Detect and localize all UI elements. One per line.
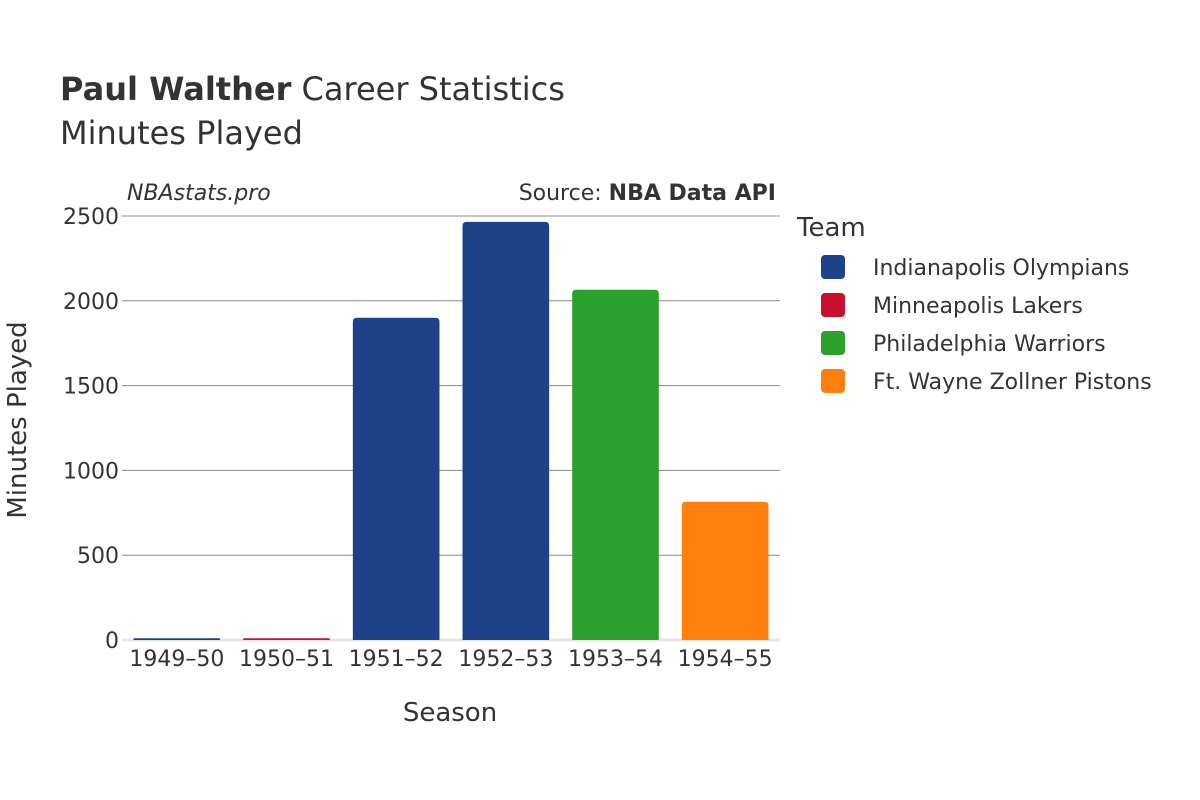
source-name: NBA Data API	[609, 181, 776, 206]
legend-label[interactable]: Ft. Wayne Zollner Pistons	[873, 370, 1152, 395]
legend: Team Indianapolis Olympians Minneapolis L…	[796, 213, 1152, 395]
x-axis-title: Season	[403, 698, 497, 728]
legend-title: Team	[796, 213, 866, 243]
x-axis-ticks: 1949–50 1950–51 1951–52 1952–53 1953–54 1954–…	[129, 647, 772, 672]
legend-label[interactable]: Philadelphia Warriors	[873, 332, 1106, 357]
legend-swatch[interactable]	[821, 369, 845, 393]
x-tick-label: 1951–52	[349, 647, 444, 672]
x-tick-label: 1949–50	[129, 647, 224, 672]
brand-watermark: NBAstats.pro	[127, 181, 271, 206]
x-tick-label: 1954–55	[678, 647, 773, 672]
source-credit: Source: NBA Data API	[519, 181, 776, 206]
y-tick-label: 0	[105, 629, 119, 654]
y-tick-label: 1000	[63, 459, 119, 484]
bar-1950–51[interactable]	[243, 638, 330, 640]
player-name: Paul Walther	[60, 70, 292, 108]
source-prefix: Source:	[519, 181, 609, 206]
bar-1952–53[interactable]	[462, 221, 550, 640]
gridlines	[122, 215, 780, 642]
bar-1949–50[interactable]	[133, 638, 221, 640]
y-tick-label: 500	[77, 544, 119, 569]
y-axis-ticks: 0 500 1000 1500 2000 2500	[63, 205, 119, 654]
chart-subtitle: Minutes Played	[60, 114, 303, 152]
title-rest: Career Statistics	[291, 70, 565, 108]
x-tick-label: 1952–53	[458, 647, 553, 672]
y-tick-label: 2000	[63, 290, 119, 315]
bar-1954–55[interactable]	[681, 501, 769, 640]
legend-label[interactable]: Indianapolis Olympians	[873, 256, 1129, 281]
legend-swatch[interactable]	[821, 255, 845, 279]
y-axis-title: Minutes Played	[3, 321, 33, 518]
legend-swatch[interactable]	[821, 331, 845, 355]
bar-1953–54[interactable]	[572, 289, 659, 640]
legend-swatch[interactable]	[821, 293, 845, 317]
bars	[133, 221, 769, 640]
x-tick-label: 1953–54	[568, 647, 663, 672]
y-tick-label: 1500	[63, 375, 119, 400]
chart-title: Paul Walther Career Statistics	[60, 70, 565, 108]
y-tick-label: 2500	[63, 205, 119, 230]
x-tick-label: 1950–51	[239, 647, 334, 672]
bar-1951–52[interactable]	[352, 317, 440, 640]
legend-label[interactable]: Minneapolis Lakers	[873, 294, 1083, 319]
